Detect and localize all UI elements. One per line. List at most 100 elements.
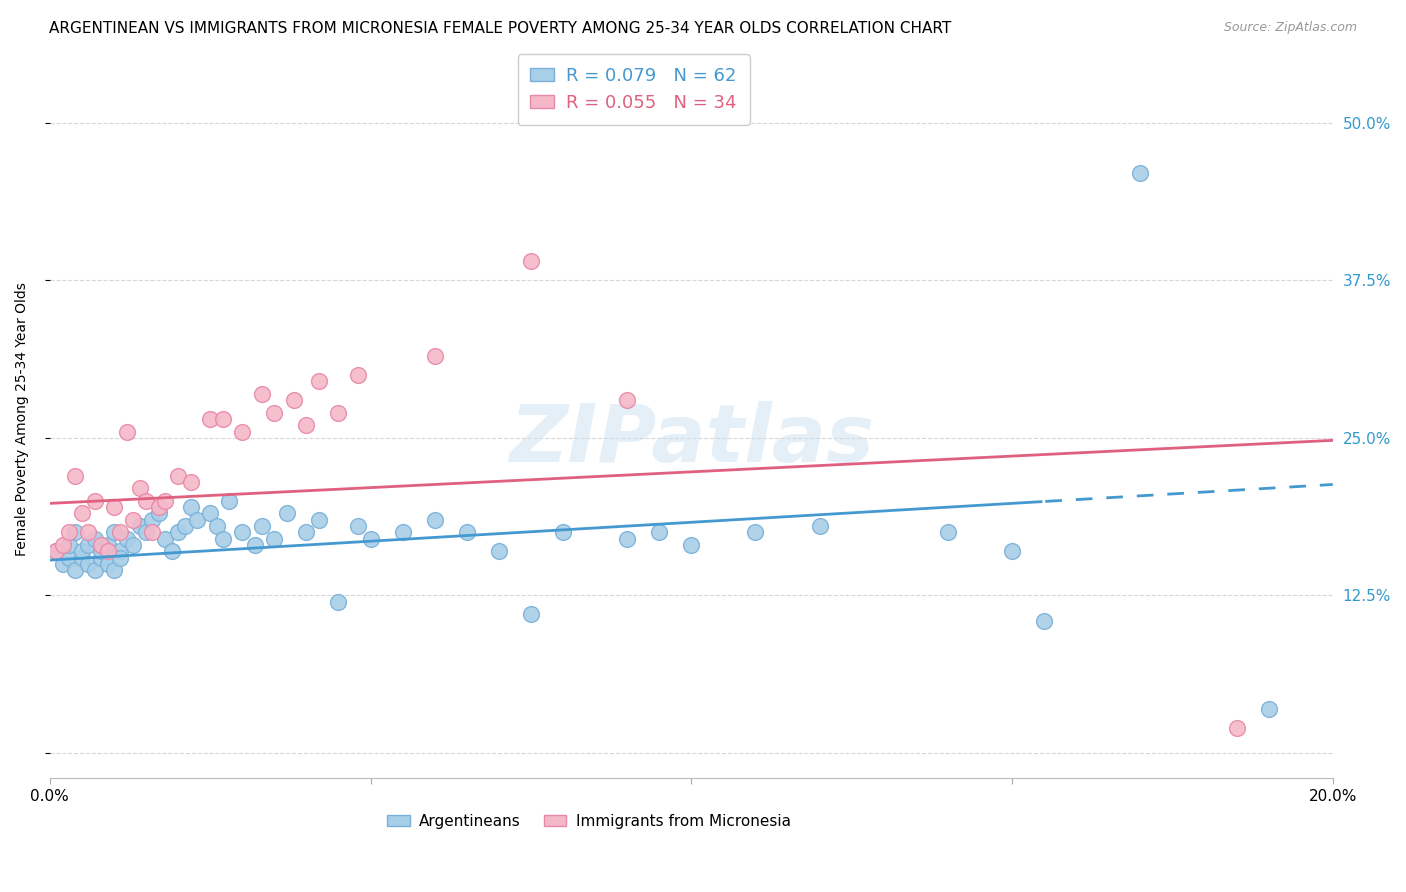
Point	[167, 468, 190, 483]
Point	[45, 544, 67, 558]
Point	[103, 500, 125, 515]
Point	[122, 513, 145, 527]
Point	[488, 544, 510, 558]
Point	[135, 525, 157, 540]
Point	[70, 550, 93, 565]
Point	[77, 525, 100, 540]
Point	[70, 544, 93, 558]
Point	[1257, 702, 1279, 716]
Point	[218, 494, 240, 508]
Point	[1225, 721, 1247, 735]
Point	[148, 500, 170, 515]
Point	[360, 532, 382, 546]
Point	[90, 544, 112, 558]
Point	[83, 494, 105, 508]
Point	[128, 519, 150, 533]
Point	[243, 538, 266, 552]
Point	[83, 563, 105, 577]
Point	[231, 525, 253, 540]
Point	[77, 557, 100, 571]
Point	[58, 525, 80, 540]
Point	[456, 525, 478, 540]
Point	[263, 406, 285, 420]
Point	[1129, 166, 1152, 180]
Point	[135, 494, 157, 508]
Point	[65, 525, 87, 540]
Point	[295, 525, 318, 540]
Point	[423, 349, 446, 363]
Point	[141, 525, 163, 540]
Point	[308, 513, 330, 527]
Point	[65, 563, 87, 577]
Point	[205, 519, 228, 533]
Point	[391, 525, 413, 540]
Point	[77, 538, 100, 552]
Point	[52, 557, 75, 571]
Point	[423, 513, 446, 527]
Point	[173, 519, 195, 533]
Point	[110, 550, 132, 565]
Point	[308, 374, 330, 388]
Point	[520, 254, 543, 268]
Point	[110, 525, 132, 540]
Point	[1001, 544, 1024, 558]
Point	[148, 507, 170, 521]
Y-axis label: Female Poverty Among 25-34 Year Olds: Female Poverty Among 25-34 Year Olds	[15, 282, 30, 556]
Point	[45, 544, 67, 558]
Point	[167, 525, 190, 540]
Text: Source: ZipAtlas.com: Source: ZipAtlas.com	[1223, 21, 1357, 34]
Point	[276, 507, 298, 521]
Point	[250, 386, 273, 401]
Point	[616, 392, 638, 407]
Point	[648, 525, 671, 540]
Point	[681, 538, 703, 552]
Point	[346, 368, 368, 382]
Point	[90, 538, 112, 552]
Point	[97, 538, 120, 552]
Point	[110, 544, 132, 558]
Point	[808, 519, 831, 533]
Point	[141, 513, 163, 527]
Point	[115, 425, 138, 439]
Point	[328, 406, 350, 420]
Point	[65, 468, 87, 483]
Point	[97, 557, 120, 571]
Point	[90, 550, 112, 565]
Point	[122, 538, 145, 552]
Point	[1033, 614, 1056, 628]
Point	[520, 607, 543, 622]
Point	[212, 532, 235, 546]
Point	[58, 538, 80, 552]
Point	[97, 544, 120, 558]
Point	[328, 595, 350, 609]
Point	[58, 550, 80, 565]
Point	[52, 538, 75, 552]
Point	[295, 418, 318, 433]
Point	[186, 513, 208, 527]
Point	[103, 525, 125, 540]
Point	[744, 525, 766, 540]
Legend: Argentineans, Immigrants from Micronesia: Argentineans, Immigrants from Micronesia	[381, 808, 797, 835]
Point	[283, 392, 305, 407]
Point	[180, 475, 202, 489]
Point	[70, 507, 93, 521]
Point	[160, 544, 183, 558]
Point	[936, 525, 959, 540]
Point	[200, 412, 222, 426]
Point	[103, 563, 125, 577]
Point	[263, 532, 285, 546]
Point	[212, 412, 235, 426]
Point	[616, 532, 638, 546]
Point	[200, 507, 222, 521]
Point	[83, 532, 105, 546]
Point	[155, 532, 177, 546]
Text: ARGENTINEAN VS IMMIGRANTS FROM MICRONESIA FEMALE POVERTY AMONG 25-34 YEAR OLDS C: ARGENTINEAN VS IMMIGRANTS FROM MICRONESI…	[49, 21, 952, 36]
Point	[115, 532, 138, 546]
Point	[250, 519, 273, 533]
Point	[155, 494, 177, 508]
Point	[551, 525, 574, 540]
Point	[128, 481, 150, 495]
Point	[180, 500, 202, 515]
Point	[231, 425, 253, 439]
Point	[346, 519, 368, 533]
